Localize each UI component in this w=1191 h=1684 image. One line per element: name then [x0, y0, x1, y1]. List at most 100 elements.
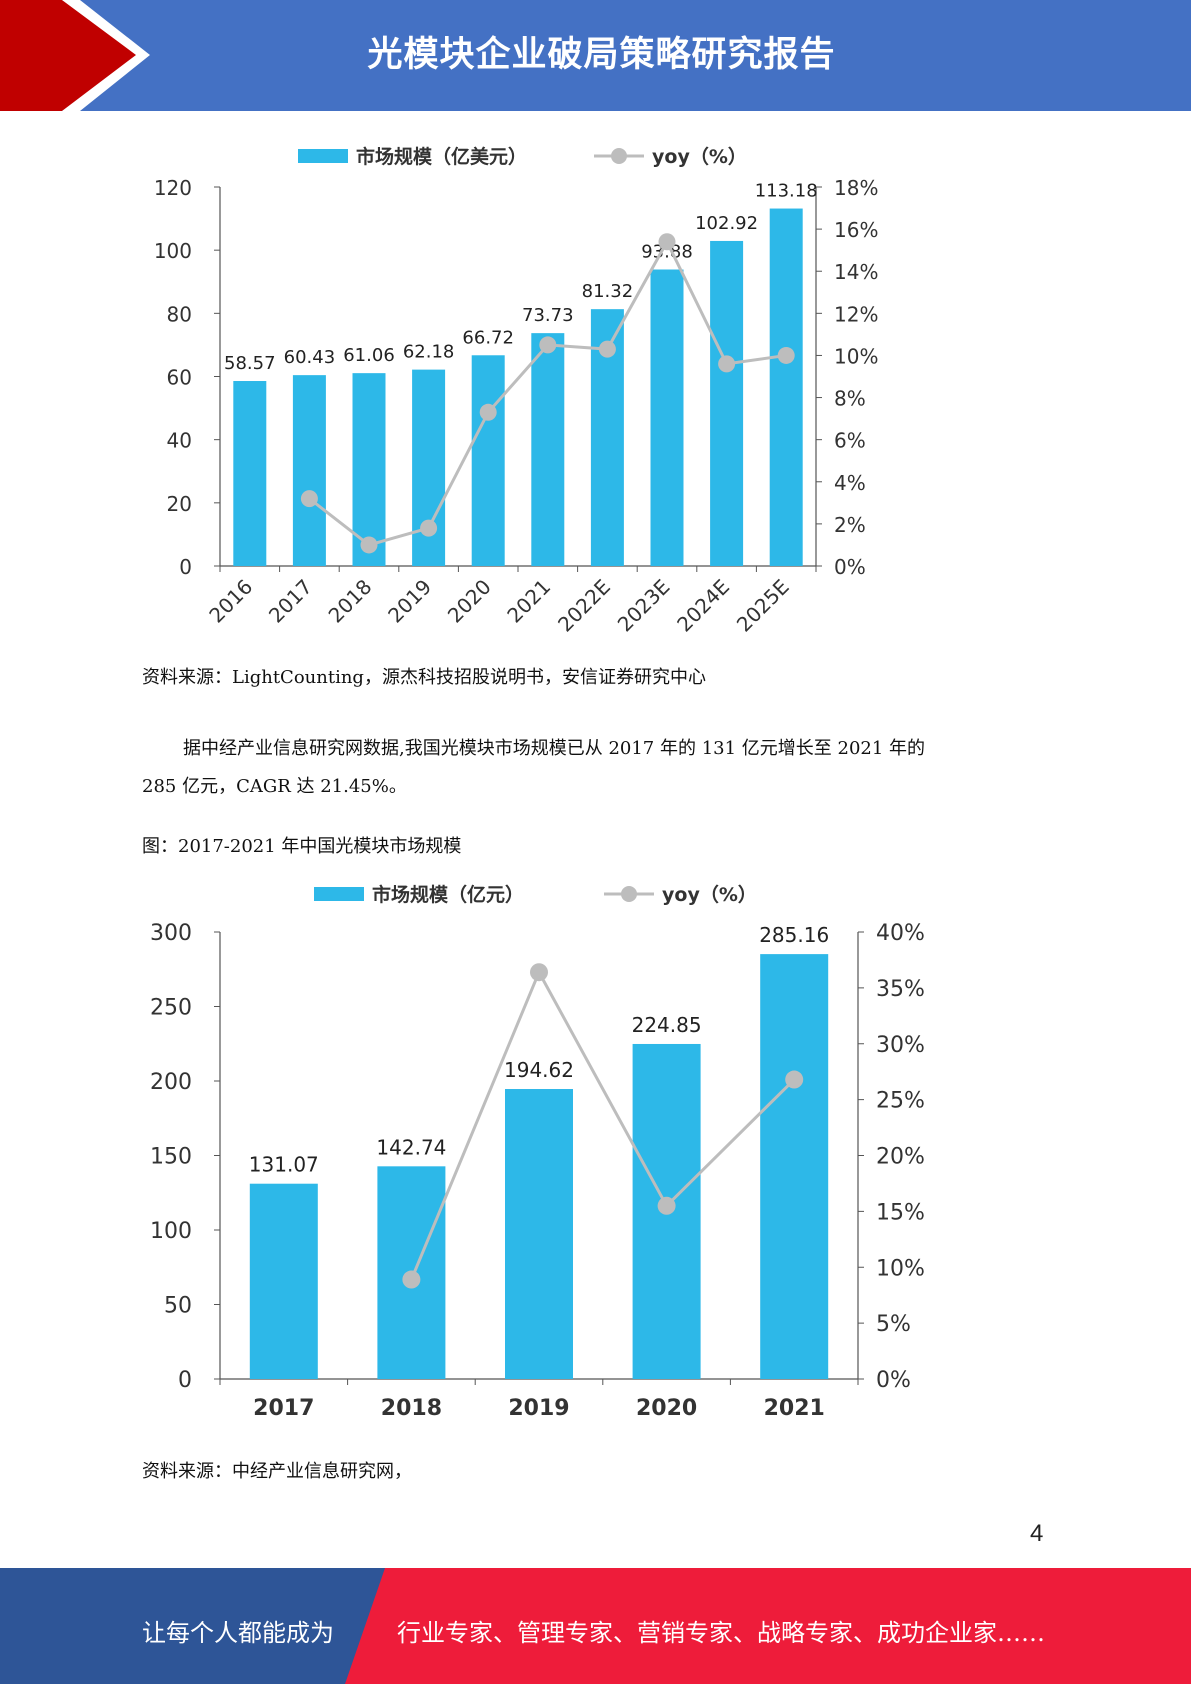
x-tick-label: 2017 — [253, 1396, 314, 1421]
bar-data-label: 61.06 — [343, 345, 395, 366]
y2-tick-label: 5% — [876, 1312, 911, 1337]
header-arrow-decoration — [0, 0, 150, 111]
legend-line-label: yoy（%） — [652, 145, 747, 168]
y2-tick-label: 4% — [834, 471, 866, 495]
x-tick-label: 2018 — [381, 1396, 442, 1421]
footer-slogan-left: 让每个人都能成为 — [142, 1619, 334, 1647]
bar-data-label: 142.74 — [376, 1135, 446, 1159]
bar — [531, 333, 565, 566]
yoy-point — [718, 355, 736, 373]
y2-tick-label: 20% — [876, 1145, 925, 1170]
x-tick-label: 2021 — [764, 1396, 825, 1421]
y-tick-label: 150 — [150, 1145, 192, 1170]
y2-tick-label: 25% — [876, 1089, 925, 1114]
bar-data-label: 285.16 — [759, 923, 829, 947]
y2-tick-label: 15% — [876, 1200, 925, 1225]
chart1-source: 资料来源：LightCounting，源杰科技招股说明书，安信证券研究中心 — [142, 667, 706, 688]
x-tick-label: 2023E — [613, 575, 675, 637]
x-tick-label: 2019 — [383, 575, 436, 628]
legend-line-marker — [621, 886, 637, 902]
y-tick-label: 250 — [150, 996, 192, 1021]
page-number: 4 — [1030, 1520, 1044, 1547]
x-tick-label: 2021 — [502, 575, 555, 628]
legend-bar-swatch — [298, 149, 348, 163]
y2-tick-label: 16% — [834, 218, 878, 242]
yoy-line — [410, 968, 796, 1281]
bar-data-label: 62.18 — [403, 342, 455, 363]
y2-tick-label: 35% — [876, 977, 925, 1002]
bar-data-label: 113.18 — [755, 181, 818, 202]
yoy-point — [360, 536, 378, 554]
chart-china-market: 市场规模（亿元） yoy（%） 0 50 100 150 200 250 300 0% 5% 10% 1… — [150, 883, 925, 1421]
x-tick-label: 2020 — [636, 1396, 697, 1421]
x-tick-label: 2016 — [204, 575, 257, 628]
yoy-point — [785, 1070, 804, 1089]
bar — [710, 240, 744, 566]
bar — [760, 954, 829, 1379]
x-tick-label: 2019 — [508, 1396, 569, 1421]
x-tick-label: 2024E — [672, 575, 734, 637]
bar — [249, 1183, 318, 1379]
bar-data-label: 60.43 — [284, 347, 336, 368]
paragraph-line-1: 据中经产业信息研究网数据,我国光模块市场规模已从 2017 年的 131 亿元增… — [183, 738, 926, 759]
y-tick-label: 120 — [154, 176, 192, 200]
bar-data-label: 58.57 — [224, 353, 276, 374]
y2-tick-label: 0% — [876, 1368, 911, 1393]
yoy-point — [420, 519, 438, 537]
bar — [650, 269, 684, 566]
bar-data-label: 73.73 — [522, 305, 574, 326]
y-tick-label: 80 — [167, 302, 192, 326]
x-tick-label: 2025E — [732, 575, 794, 637]
bar-data-label: 81.32 — [582, 281, 634, 302]
bar — [471, 355, 505, 566]
page-header: 光模块企业破局策略研究报告 — [0, 0, 1191, 111]
y-tick-label: 20 — [167, 492, 192, 516]
y2-tick-label: 10% — [876, 1256, 925, 1281]
legend-line-label: yoy（%） — [662, 883, 757, 906]
y2-tick-label: 40% — [876, 921, 925, 946]
yoy-point — [658, 233, 676, 251]
x-tick-label: 2020 — [443, 575, 496, 628]
bar-data-label: 66.72 — [462, 327, 514, 348]
y-tick-label: 0 — [179, 555, 192, 579]
bar — [292, 375, 326, 566]
y2-tick-label: 30% — [876, 1033, 925, 1058]
paragraph-line-2: 285 亿元，CAGR 达 21.45%。 — [142, 776, 407, 797]
bar-data-label: 102.92 — [695, 213, 758, 234]
yoy-point — [300, 490, 318, 508]
y-tick-label: 300 — [150, 921, 192, 946]
yoy-point — [530, 963, 548, 982]
yoy-point — [657, 1196, 676, 1215]
legend-line-marker — [611, 148, 627, 164]
legend-bar-label: 市场规模（亿元） — [372, 883, 524, 906]
bar — [505, 1089, 573, 1379]
x-tick-label: 2018 — [324, 575, 377, 628]
bar-data-label: 93.88 — [641, 241, 693, 262]
y2-tick-label: 6% — [834, 429, 866, 453]
y2-tick-label: 12% — [834, 302, 878, 326]
y2-tick-label: 2% — [834, 513, 866, 537]
x-tick-label: 2022E — [553, 575, 615, 637]
yoy-point — [479, 403, 497, 421]
y-tick-label: 50 — [164, 1294, 192, 1319]
y-tick-label: 40 — [167, 429, 192, 453]
y-tick-label: 0 — [178, 1368, 192, 1393]
legend-bar-swatch — [314, 887, 364, 901]
report-title: 光模块企业破局策略研究报告 — [367, 35, 836, 75]
bar-data-label: 131.07 — [249, 1153, 319, 1177]
y-tick-label: 100 — [154, 239, 192, 263]
y2-tick-label: 0% — [834, 555, 866, 579]
legend-bar-label: 市场规模（亿美元） — [356, 145, 527, 168]
chart2-source: 资料来源：中经产业信息研究网， — [142, 1461, 412, 1482]
y2-tick-label: 18% — [834, 176, 878, 200]
chart-global-market: 市场规模（亿美元） yoy（%） 0 20 40 60 80 100 120 0% 2% 4% 6% 8%… — [154, 145, 879, 637]
yoy-point — [598, 340, 616, 358]
yoy-point — [777, 346, 795, 364]
bar — [352, 373, 386, 566]
footer-slogan-right: 行业专家、管理专家、营销专家、战略专家、成功企业家…… — [397, 1619, 1045, 1647]
bar — [233, 381, 267, 566]
bar-data-label: 224.85 — [632, 1013, 702, 1037]
yoy-point — [539, 336, 557, 354]
y-tick-label: 60 — [167, 366, 192, 390]
y2-tick-label: 14% — [834, 260, 878, 284]
